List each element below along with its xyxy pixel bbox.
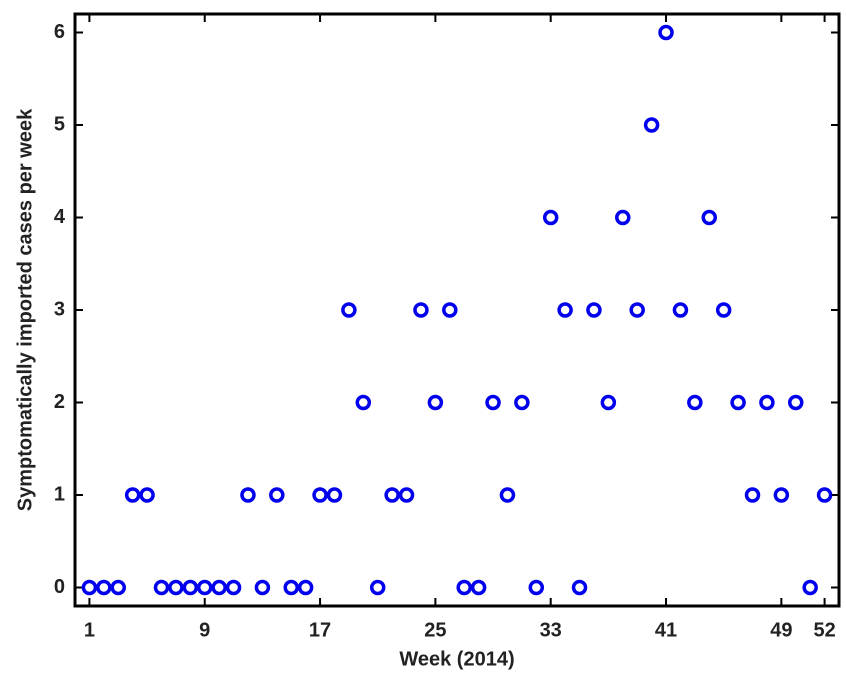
marker bbox=[658, 24, 674, 41]
marker bbox=[557, 302, 573, 318]
marker bbox=[413, 302, 429, 318]
marker bbox=[759, 394, 775, 411]
marker bbox=[297, 579, 314, 596]
marker bbox=[730, 394, 746, 411]
marker bbox=[240, 487, 256, 503]
x-tick-label: 33 bbox=[540, 619, 562, 641]
marker bbox=[283, 579, 299, 596]
marker bbox=[744, 487, 761, 503]
marker bbox=[773, 487, 790, 503]
marker bbox=[139, 487, 155, 503]
y-tick-label: 0 bbox=[54, 576, 65, 598]
marker bbox=[600, 394, 617, 411]
y-tick-label: 3 bbox=[54, 298, 65, 320]
marker bbox=[124, 487, 141, 503]
marker bbox=[225, 579, 242, 596]
marker bbox=[456, 579, 472, 596]
marker bbox=[788, 394, 804, 411]
marker bbox=[369, 579, 386, 596]
y-tick-label: 2 bbox=[54, 391, 65, 413]
marker bbox=[355, 394, 372, 411]
marker bbox=[384, 487, 400, 503]
marker bbox=[715, 302, 732, 318]
marker bbox=[398, 487, 415, 503]
marker bbox=[470, 579, 487, 596]
marker bbox=[269, 487, 285, 503]
marker bbox=[196, 579, 213, 596]
marker bbox=[153, 579, 170, 596]
y-tick-label: 1 bbox=[54, 483, 65, 505]
marker bbox=[615, 209, 631, 226]
marker bbox=[629, 302, 645, 318]
marker bbox=[110, 579, 126, 596]
marker bbox=[816, 487, 833, 503]
marker bbox=[672, 302, 689, 318]
y-tick-label: 4 bbox=[54, 206, 66, 228]
marker bbox=[542, 209, 559, 226]
y-tick-label: 6 bbox=[54, 21, 65, 43]
x-tick-label: 52 bbox=[813, 619, 835, 641]
marker bbox=[312, 487, 328, 503]
marker bbox=[571, 579, 588, 596]
marker bbox=[514, 394, 530, 411]
marker bbox=[326, 487, 343, 503]
marker bbox=[701, 209, 718, 226]
marker bbox=[211, 579, 227, 596]
marker bbox=[643, 117, 660, 133]
marker bbox=[528, 579, 545, 596]
marker bbox=[687, 394, 703, 411]
marker bbox=[485, 394, 501, 411]
marker bbox=[254, 579, 271, 596]
x-tick-label: 49 bbox=[770, 619, 792, 641]
y-axis-label: Symptomatically imported cases per week bbox=[14, 108, 36, 511]
x-tick-label: 41 bbox=[655, 619, 677, 641]
plot-frame bbox=[73, 12, 841, 608]
marker bbox=[586, 302, 602, 318]
marker bbox=[341, 302, 357, 318]
marker bbox=[427, 394, 444, 411]
marker bbox=[96, 579, 112, 596]
marker bbox=[182, 579, 199, 596]
y-tick-label: 5 bbox=[54, 113, 65, 135]
marker bbox=[168, 579, 184, 596]
marker bbox=[81, 579, 98, 596]
x-axis-label: Week (2014) bbox=[399, 648, 514, 670]
marker bbox=[499, 487, 516, 503]
x-tick-label: 17 bbox=[309, 619, 331, 641]
marker bbox=[802, 579, 818, 596]
x-tick-label: 25 bbox=[424, 619, 446, 641]
x-tick-label: 1 bbox=[84, 619, 95, 641]
marker bbox=[442, 302, 458, 318]
x-tick-label: 9 bbox=[199, 619, 210, 641]
